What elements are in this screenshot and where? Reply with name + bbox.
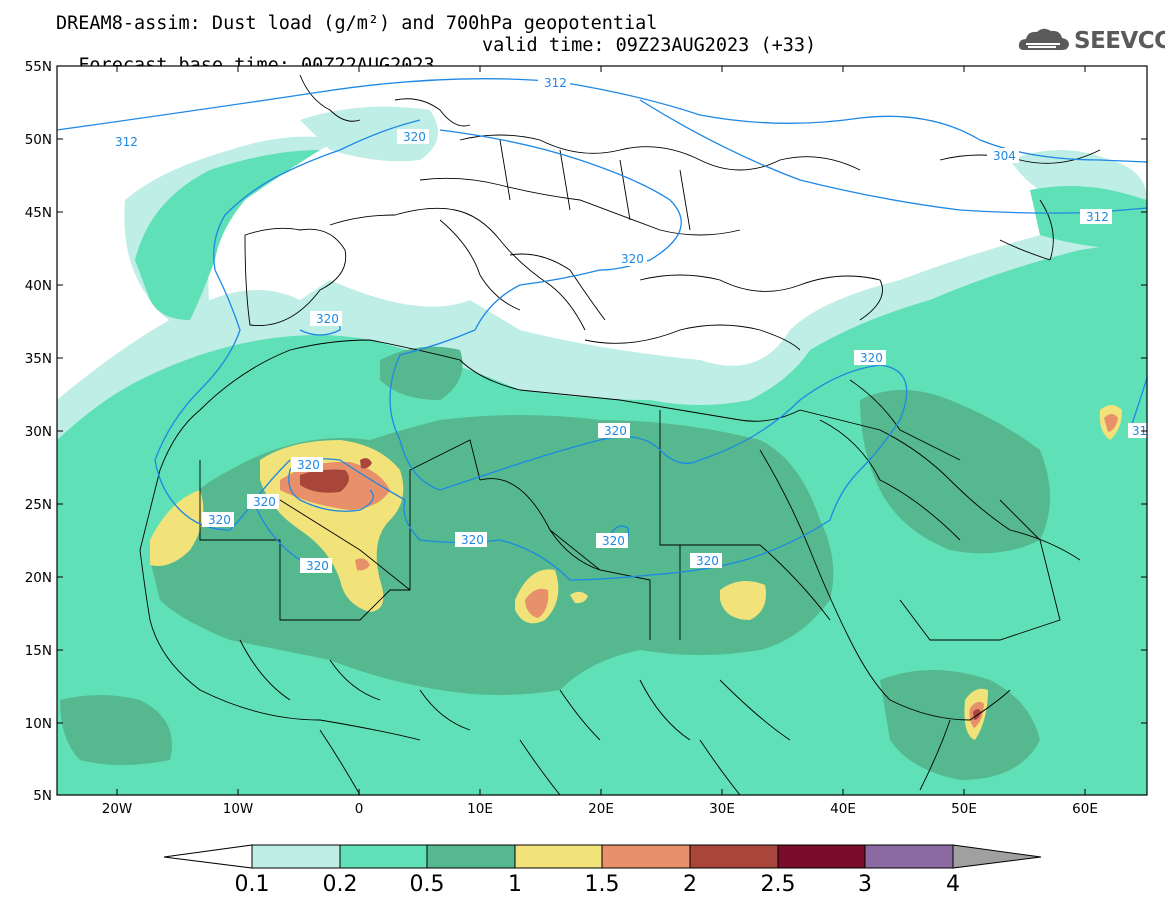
svg-text:312: 312 (115, 135, 138, 149)
logo-text: SEEVCCC (1074, 28, 1165, 54)
colorbar-label: 0.2 (323, 872, 358, 897)
colorbar-segment (777, 844, 866, 869)
lon-label: 40E (830, 801, 856, 817)
lat-label: 15N (25, 643, 52, 659)
valid-time: valid time: 09Z23AUG2023 (+33) (482, 35, 817, 56)
colorbar-label: 1 (508, 872, 522, 897)
colorbar (163, 844, 1042, 869)
svg-text:304: 304 (993, 149, 1016, 163)
contour-label: 320 (202, 512, 234, 527)
svg-text:320: 320 (253, 495, 276, 509)
lat-label: 30N (25, 424, 52, 440)
svg-text:320: 320 (403, 130, 426, 144)
svg-text:312: 312 (1086, 210, 1109, 224)
colorbar-label: 2.5 (761, 872, 796, 897)
lon-label: 30E (709, 801, 735, 817)
colorbar-segment (426, 844, 516, 869)
svg-text:320: 320 (461, 533, 484, 547)
latitude-axis: 55N 50N 45N 40N 35N 30N 25N 20N 15N 10N … (25, 59, 1147, 804)
contour-label: 320 (300, 558, 332, 573)
colorbar-label: 1.5 (585, 872, 620, 897)
svg-text:320: 320 (860, 351, 883, 365)
colorbar-segment (514, 844, 603, 869)
contour-label: 320 (854, 350, 886, 365)
lon-label: 60E (1072, 801, 1098, 817)
contour-label: 320 (455, 532, 487, 547)
colorbar-over-arrow (952, 844, 1042, 869)
lat-label: 25N (25, 497, 52, 513)
colorbar-label: 3 (858, 872, 872, 897)
cloud-logo-icon (1018, 28, 1069, 50)
svg-text:320: 320 (602, 534, 625, 548)
contour-label: 320 (397, 129, 429, 144)
colorbar-label: 2 (683, 872, 697, 897)
svg-text:320: 320 (297, 458, 320, 472)
svg-text:320: 320 (208, 513, 231, 527)
lon-label: 0 (355, 801, 364, 817)
contour-label: 320 (291, 457, 323, 472)
lat-label: 5N (33, 788, 52, 804)
svg-text:320: 320 (696, 554, 719, 568)
colorbar-label: 4 (946, 872, 960, 897)
colorbar-label: 0.5 (410, 872, 445, 897)
colorbar-labels: 0.1 0.2 0.5 1 1.5 2 2.5 3 4 (235, 872, 961, 897)
svg-text:312: 312 (544, 76, 567, 90)
lat-label: 50N (25, 132, 52, 148)
contour-label: 320 (310, 311, 342, 326)
svg-text:31: 31 (1132, 424, 1147, 438)
contour-label: 312 (538, 75, 570, 90)
contour-label: 320 (598, 423, 630, 438)
lon-label: 10W (223, 801, 254, 817)
colorbar-under-arrow (163, 844, 253, 869)
dust-shading-2 (300, 458, 981, 720)
lat-label: 35N (25, 351, 52, 367)
colorbar-segment (339, 844, 428, 869)
colorbar-segment (601, 844, 691, 869)
lon-label: 20E (588, 801, 614, 817)
contour-label: 312 (1080, 209, 1112, 224)
contour-label: 31 (1128, 423, 1147, 438)
lon-label: 20W (102, 801, 133, 817)
lat-label: 40N (25, 278, 52, 294)
colorbar-segment (864, 844, 954, 869)
map-plot-area: 312 320 304 312 312 320 320 320 320 320 … (57, 66, 1147, 795)
colorbar-segment (251, 844, 341, 869)
lat-label: 55N (25, 59, 52, 75)
contour-label: 320 (615, 251, 647, 266)
lat-label: 45N (25, 205, 52, 221)
coastlines-borders (139, 74, 1101, 795)
contour-label: 320 (247, 494, 279, 509)
longitude-axis: 20W 10W 0 10E 20E 30E 40E 50E 60E (102, 66, 1098, 817)
contour-label: 304 (987, 148, 1019, 163)
colorbar-label: 0.1 (235, 872, 270, 897)
svg-text:320: 320 (604, 424, 627, 438)
svg-text:320: 320 (316, 312, 339, 326)
svg-text:320: 320 (306, 559, 329, 573)
lon-label: 10E (467, 801, 493, 817)
lat-label: 20N (25, 570, 52, 586)
contour-label: 312 (110, 134, 142, 149)
lon-label: 50E (951, 801, 977, 817)
map-title: DREAM8-assim: Dust load (g/m²) and 700hP… (56, 13, 658, 34)
contour-labels: 312 320 304 312 312 320 320 320 320 320 … (110, 75, 1147, 573)
colorbar-segment (689, 844, 779, 869)
contour-label: 320 (596, 533, 628, 548)
lat-label: 10N (25, 716, 52, 732)
seevccc-logo: SEEVCCC (1016, 24, 1165, 58)
contour-label: 320 (690, 553, 722, 568)
svg-text:320: 320 (621, 252, 644, 266)
